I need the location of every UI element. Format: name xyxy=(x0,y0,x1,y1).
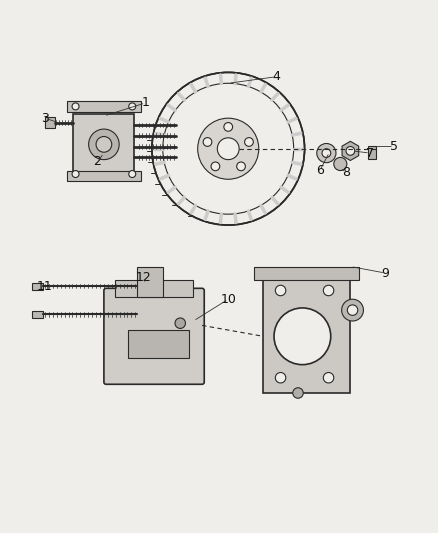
Bar xyxy=(254,266,358,280)
Circle shape xyxy=(72,171,79,177)
FancyBboxPatch shape xyxy=(136,266,162,297)
Text: 11: 11 xyxy=(37,280,53,293)
Circle shape xyxy=(244,138,253,147)
FancyBboxPatch shape xyxy=(32,311,43,318)
Text: 12: 12 xyxy=(135,271,151,284)
Text: 7: 7 xyxy=(365,147,373,159)
Circle shape xyxy=(128,171,135,177)
Circle shape xyxy=(203,138,212,147)
Circle shape xyxy=(236,162,245,171)
FancyBboxPatch shape xyxy=(45,117,54,128)
FancyBboxPatch shape xyxy=(104,288,204,384)
Circle shape xyxy=(273,308,330,365)
Text: 10: 10 xyxy=(220,293,236,306)
Circle shape xyxy=(346,305,357,316)
FancyBboxPatch shape xyxy=(73,114,134,179)
Polygon shape xyxy=(341,141,358,160)
Circle shape xyxy=(321,149,330,157)
Circle shape xyxy=(275,373,285,383)
Circle shape xyxy=(292,388,303,398)
Circle shape xyxy=(197,118,258,179)
Circle shape xyxy=(341,299,363,321)
Circle shape xyxy=(275,285,285,296)
Bar xyxy=(127,330,188,358)
Text: 4: 4 xyxy=(272,70,279,83)
Circle shape xyxy=(88,129,119,159)
Circle shape xyxy=(322,373,333,383)
Text: 3: 3 xyxy=(41,112,49,125)
Text: 8: 8 xyxy=(341,166,349,179)
Circle shape xyxy=(96,136,112,152)
Circle shape xyxy=(316,143,335,163)
FancyBboxPatch shape xyxy=(262,271,350,393)
Bar xyxy=(67,101,141,111)
FancyBboxPatch shape xyxy=(115,280,193,297)
Circle shape xyxy=(223,123,232,131)
FancyBboxPatch shape xyxy=(367,146,375,159)
Circle shape xyxy=(322,285,333,296)
Text: 6: 6 xyxy=(315,164,323,177)
FancyBboxPatch shape xyxy=(32,282,43,289)
Circle shape xyxy=(72,103,79,110)
Text: 9: 9 xyxy=(381,266,389,279)
Circle shape xyxy=(175,318,185,328)
Text: 5: 5 xyxy=(389,140,397,153)
Circle shape xyxy=(217,138,239,159)
Circle shape xyxy=(345,147,354,155)
Bar xyxy=(67,171,141,181)
Text: 2: 2 xyxy=(93,155,101,168)
Circle shape xyxy=(211,162,219,171)
Circle shape xyxy=(128,103,135,110)
Text: 1: 1 xyxy=(141,96,149,109)
Circle shape xyxy=(333,157,346,171)
